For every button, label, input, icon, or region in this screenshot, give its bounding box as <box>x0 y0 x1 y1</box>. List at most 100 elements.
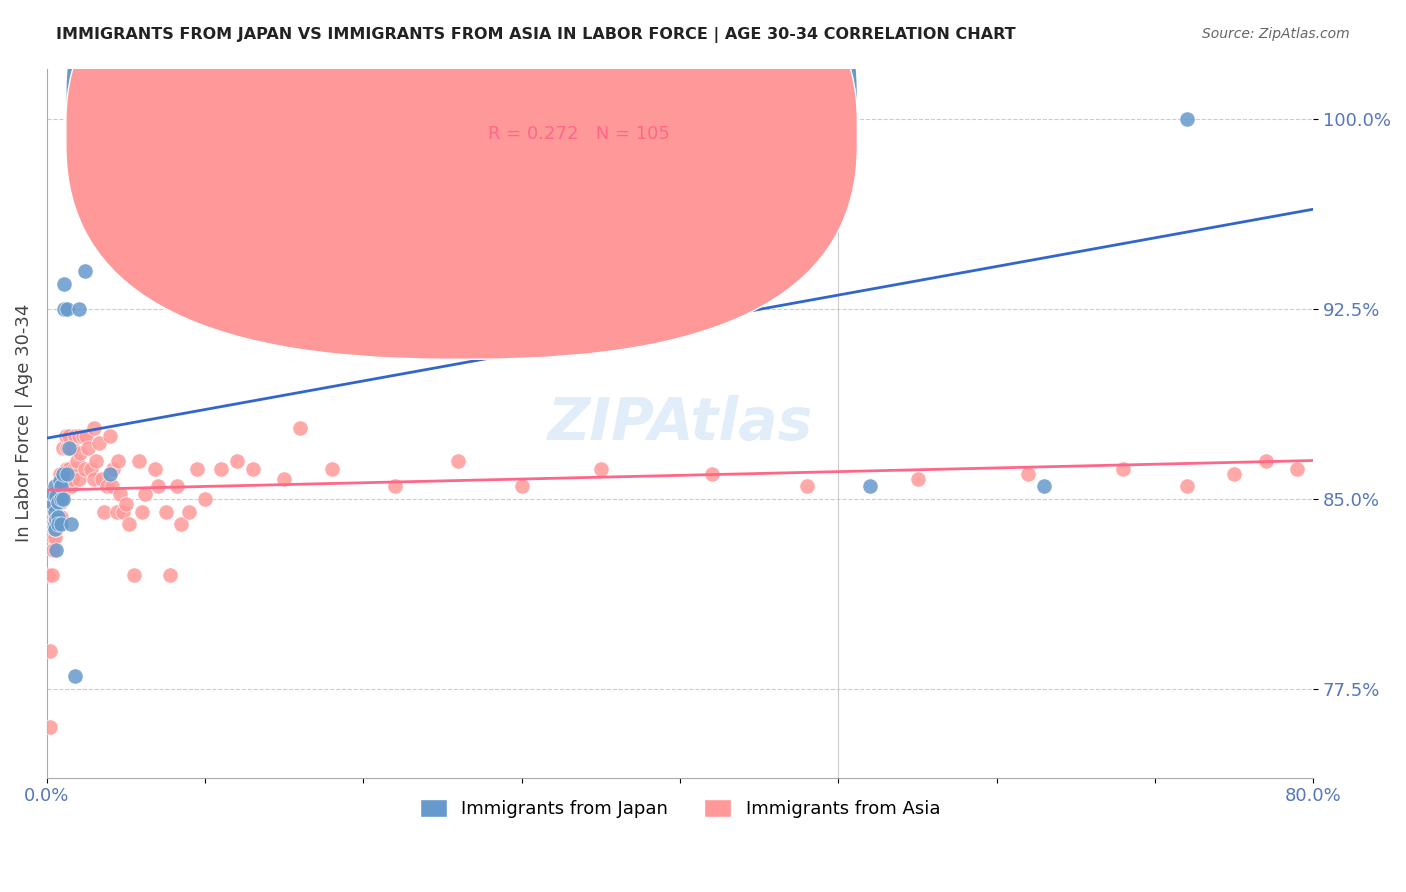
Point <box>41 522 63 536</box>
Point <box>42 487 65 501</box>
Point <box>288 421 311 435</box>
Point <box>1286 461 1309 475</box>
Point <box>98 467 121 481</box>
Point <box>44 505 66 519</box>
Point <box>39 720 62 734</box>
Point <box>186 461 208 475</box>
Point <box>733 112 755 127</box>
Point <box>58 428 80 442</box>
Point <box>53 479 76 493</box>
FancyBboxPatch shape <box>427 76 731 161</box>
Point <box>194 491 217 506</box>
Point <box>39 644 62 658</box>
Point <box>44 522 66 536</box>
Point <box>93 505 115 519</box>
Point <box>41 491 63 506</box>
Point <box>56 302 79 317</box>
Point <box>159 112 181 127</box>
Point <box>46 491 69 506</box>
Point <box>52 467 75 481</box>
Point <box>242 461 264 475</box>
Point <box>44 530 66 544</box>
Y-axis label: In Labor Force | Age 30-34: In Labor Force | Age 30-34 <box>15 304 32 542</box>
Point <box>44 491 66 506</box>
Point <box>209 461 232 475</box>
Point <box>1112 461 1135 475</box>
Point <box>53 302 76 317</box>
Text: IMMIGRANTS FROM JAPAN VS IMMIGRANTS FROM ASIA IN LABOR FORCE | AGE 30-34 CORRELA: IMMIGRANTS FROM JAPAN VS IMMIGRANTS FROM… <box>56 27 1017 43</box>
Point <box>60 472 83 486</box>
Point <box>46 517 69 532</box>
Point <box>58 442 80 456</box>
Point <box>131 505 153 519</box>
Point <box>44 517 66 532</box>
Point <box>166 479 188 493</box>
Point <box>55 428 77 442</box>
Point <box>52 442 75 456</box>
Point <box>44 505 66 519</box>
Point <box>59 479 82 493</box>
Point <box>179 505 201 519</box>
Point <box>66 454 89 468</box>
Point <box>41 517 63 532</box>
Point <box>48 512 70 526</box>
Point <box>52 487 75 501</box>
Point <box>67 428 90 442</box>
Point <box>83 472 105 486</box>
Point <box>45 491 67 506</box>
Point <box>45 490 67 504</box>
Point <box>56 467 79 481</box>
Point <box>1223 467 1246 481</box>
Point <box>69 446 91 460</box>
Point <box>91 472 114 486</box>
Point <box>67 472 90 486</box>
Point <box>139 277 162 291</box>
Point <box>49 494 72 508</box>
Text: R = 0.272   N = 105: R = 0.272 N = 105 <box>488 125 669 143</box>
Point <box>105 505 128 519</box>
Point <box>134 487 156 501</box>
Point <box>41 568 63 582</box>
Point <box>321 461 343 475</box>
Point <box>1033 479 1056 493</box>
Point <box>42 497 65 511</box>
Point <box>55 461 77 475</box>
Point <box>159 568 181 582</box>
Point <box>59 517 82 532</box>
Point <box>1017 467 1039 481</box>
Point <box>96 479 118 493</box>
Point <box>58 461 80 475</box>
Point <box>48 467 70 481</box>
Point <box>42 497 65 511</box>
Point <box>115 497 138 511</box>
Point <box>46 497 69 511</box>
Point <box>111 505 134 519</box>
Point <box>65 428 87 442</box>
Point <box>143 461 166 475</box>
Point <box>42 512 65 526</box>
Text: Source: ZipAtlas.com: Source: ZipAtlas.com <box>1202 27 1350 41</box>
Point <box>44 517 66 532</box>
Point <box>1254 454 1277 468</box>
Point <box>42 517 65 532</box>
Point <box>80 461 103 475</box>
FancyBboxPatch shape <box>66 0 858 359</box>
Point <box>65 669 87 683</box>
Point <box>46 494 69 508</box>
Point <box>796 479 818 493</box>
Point <box>589 461 612 475</box>
Point <box>166 112 188 127</box>
FancyBboxPatch shape <box>66 0 858 327</box>
Point <box>49 479 72 493</box>
Point <box>83 421 105 435</box>
Point <box>56 461 79 475</box>
Point <box>107 454 129 468</box>
Point <box>45 509 67 524</box>
Point <box>700 467 723 481</box>
Point <box>75 428 97 442</box>
Point <box>45 522 67 536</box>
Point <box>859 479 882 493</box>
Point <box>122 568 145 582</box>
Point <box>56 472 79 486</box>
Point <box>84 454 107 468</box>
